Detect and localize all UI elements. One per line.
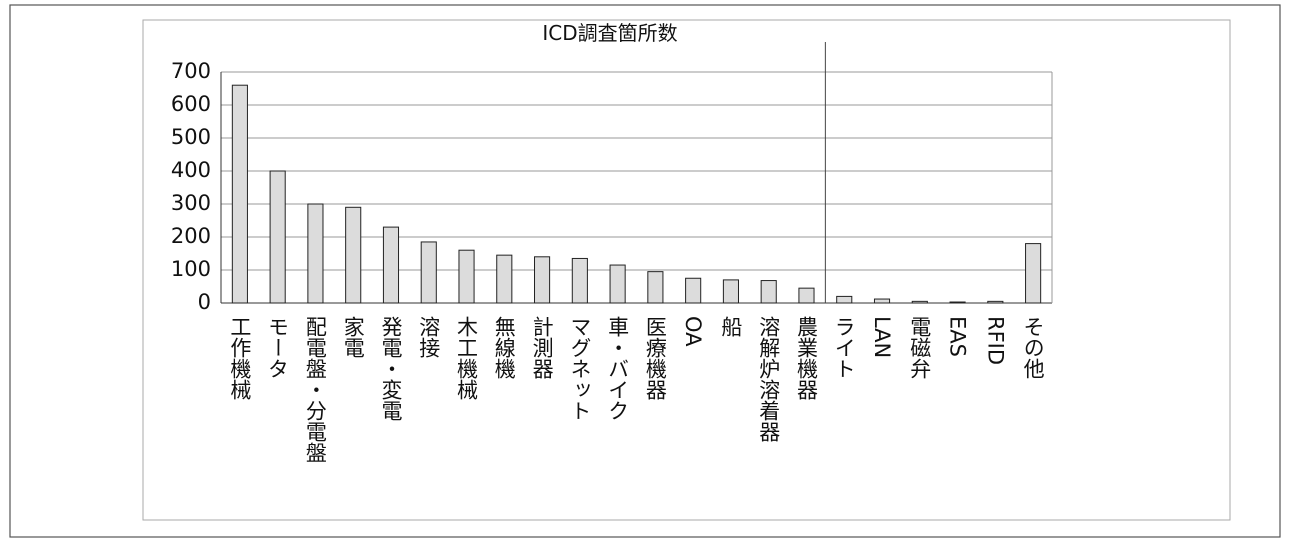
bar bbox=[420, 241, 437, 304]
bar bbox=[760, 280, 777, 304]
x-tick-label: EAS bbox=[946, 316, 970, 357]
x-tick-label: 車・バイク bbox=[606, 316, 630, 421]
y-tick-label: 700 bbox=[171, 59, 211, 83]
bar bbox=[836, 295, 853, 304]
bar bbox=[987, 300, 1004, 304]
x-tick-label: その他 bbox=[1021, 316, 1045, 379]
y-tick-label: 200 bbox=[171, 224, 211, 248]
x-tick-label: 医療機器 bbox=[643, 316, 667, 400]
x-tick-label: RFID bbox=[983, 316, 1007, 365]
bar bbox=[1025, 243, 1042, 304]
x-tick-label: 溶接 bbox=[417, 316, 441, 358]
x-tick-label: 家電 bbox=[341, 316, 365, 358]
bar bbox=[949, 301, 966, 304]
y-tick-label: 300 bbox=[171, 191, 211, 215]
x-tick-label: 木工機械 bbox=[455, 316, 479, 400]
x-tick-label: 配電盤・分電盤 bbox=[303, 316, 327, 463]
x-tick-label: OA bbox=[681, 316, 705, 347]
x-tick-label: マグネット bbox=[568, 316, 592, 421]
bar bbox=[496, 254, 513, 304]
x-tick-label: 船 bbox=[719, 316, 743, 337]
x-tick-label: LAN bbox=[870, 316, 894, 358]
outer-frame bbox=[9, 4, 1281, 538]
bar bbox=[685, 277, 702, 304]
bar bbox=[231, 84, 248, 304]
bar bbox=[571, 257, 588, 304]
y-tick-label: 400 bbox=[171, 158, 211, 182]
y-tick-label: 600 bbox=[171, 92, 211, 116]
x-tick-label: ライト bbox=[832, 316, 856, 379]
bar bbox=[798, 287, 815, 304]
x-tick-label: モータ bbox=[266, 316, 290, 379]
bar bbox=[345, 206, 362, 304]
y-tick-label: 100 bbox=[171, 257, 211, 281]
bar bbox=[722, 279, 739, 304]
x-tick-label: 発電・変電 bbox=[379, 316, 403, 421]
x-tick-label: 電磁弁 bbox=[908, 316, 932, 379]
chart-title: ICD調査箇所数 bbox=[542, 21, 677, 45]
bar bbox=[307, 203, 324, 304]
y-tick-label: 500 bbox=[171, 125, 211, 149]
x-tick-label: 溶解炉溶着器 bbox=[757, 316, 781, 442]
x-tick-label: 計測器 bbox=[530, 316, 554, 379]
bar bbox=[534, 256, 551, 304]
x-tick-label: 工作機械 bbox=[228, 316, 252, 400]
bar bbox=[609, 264, 626, 304]
bar bbox=[647, 271, 664, 304]
bar bbox=[269, 170, 286, 304]
x-tick-label: 無線機 bbox=[492, 316, 516, 379]
bar bbox=[458, 249, 475, 304]
bar bbox=[911, 300, 928, 304]
y-tick-label: 0 bbox=[198, 290, 211, 314]
chart-frame bbox=[142, 19, 1231, 521]
x-tick-label: 農業機器 bbox=[794, 316, 818, 400]
bar bbox=[873, 298, 891, 304]
bar bbox=[382, 226, 400, 304]
